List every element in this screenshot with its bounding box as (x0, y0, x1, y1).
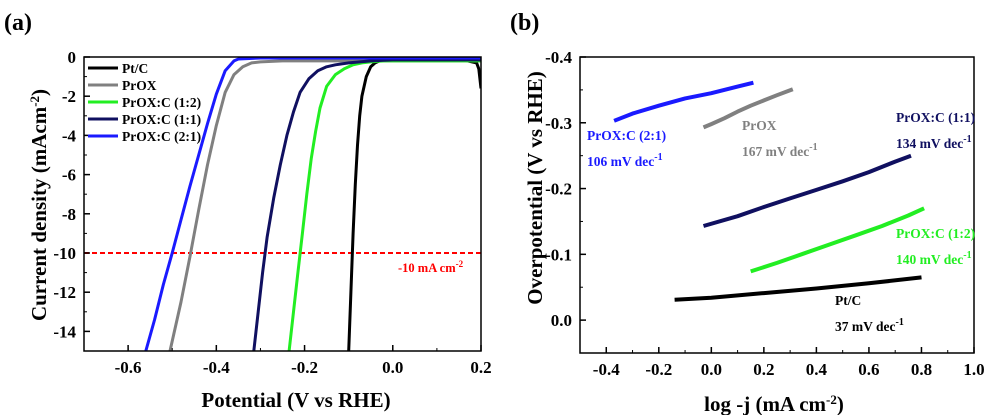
x-tick-label: 1.0 (963, 360, 984, 379)
reference-line-label: -10 mA cm-2 (398, 259, 464, 275)
y-tick-label: -0.1 (545, 245, 572, 264)
y-tick-label: -2 (62, 87, 76, 106)
legend-label-1: PrOX (122, 78, 157, 93)
y-tick-label: -8 (62, 205, 76, 224)
y-tick-label: -12 (53, 283, 76, 302)
chart-a-frame (83, 56, 482, 352)
y-tick-label: 0 (68, 48, 77, 67)
chart-b-x-axis-title: log -j (mA cm-2) (704, 392, 844, 415)
tafel-slope-text-3: 140 mV dec (896, 252, 963, 267)
legend-label-3: PrOX:C (1:1) (122, 112, 201, 127)
y-tick-label: -4 (62, 126, 77, 145)
tafel-slope-4: 37 mV dec-1 (835, 317, 904, 334)
tafel-name-4: Pt/C (835, 293, 861, 308)
chart-b: -0.4 -0.2 0.0 0.2 0.4 0.6 0.8 1.0 -0.4 -0.3 -0.2 -0… (545, 48, 985, 379)
x-tick-label: -0.2 (645, 360, 672, 379)
chart-a: -10 mA cm-2-0.6 -0.4 -0.2 0.0 0.20-2-4-6-8-1… (53, 48, 491, 377)
y-tick-label: -0.4 (545, 48, 572, 67)
tafel-line-2 (702, 153, 912, 228)
tafel-line-4 (674, 275, 922, 302)
series-line-1 (168, 59, 481, 351)
tafel-slope-text-1: 167 mV dec (742, 144, 809, 159)
y-tick-label: -0.3 (545, 114, 572, 133)
x-tick-label: 0.0 (382, 358, 403, 377)
y-tick-label: -6 (62, 166, 76, 185)
series-line-3 (252, 58, 481, 351)
x-tick-label: -0.2 (291, 358, 318, 377)
x-tick-label: 0.8 (911, 360, 932, 379)
tafel-slope-text-2: 134 mV dec (896, 136, 963, 151)
tafel-slope-2: 134 mV dec-1 (896, 134, 972, 151)
x-tick-label: 0.2 (470, 358, 491, 377)
chart-b-frame (579, 56, 975, 354)
x-tick-label: 0.2 (753, 360, 774, 379)
x-tick-label: 0.4 (806, 360, 828, 379)
tafel-line-0 (613, 80, 754, 123)
reference-line-label-sup: -2 (456, 259, 464, 269)
tafel-name-2: PrOX:C (1:1) (896, 110, 975, 125)
series-line-2 (287, 59, 481, 351)
tafel-slope-text-4: 37 mV dec (835, 319, 896, 334)
series-line-4 (144, 57, 481, 351)
x-tick-label: -0.6 (115, 358, 142, 377)
y-tick-label: 0.0 (551, 311, 572, 330)
x-tick-label: -0.4 (593, 360, 620, 379)
legend-label-4: PrOX:C (2:1) (122, 129, 201, 144)
legend-label-2: PrOX:C (1:2) (122, 95, 201, 110)
tafel-name-1: PrOX (742, 118, 777, 133)
x-tick-label: 0.0 (701, 360, 722, 379)
chart-a-curves (144, 57, 481, 351)
tafel-line-3 (750, 206, 925, 274)
panel-a-label: (a) (4, 10, 32, 36)
tafel-slope-sup-1: -1 (809, 142, 817, 153)
tafel-slope-text-0: 106 mV dec (587, 154, 654, 169)
reference-line-label-text: -10 mA cm (398, 261, 456, 275)
tafel-slope-sup-2: -1 (963, 134, 971, 145)
chart-b-y-axis-title: Overpotential (V vs RHE) (523, 71, 547, 305)
tafel-name-0: PrOX:C (2:1) (587, 128, 666, 143)
panel-b-label: (b) (510, 10, 539, 36)
tafel-slope-1: 167 mV dec-1 (742, 142, 818, 159)
tafel-slope-3: 140 mV dec-1 (896, 250, 972, 267)
tafel-slope-sup-3: -1 (963, 250, 971, 261)
y-tick-label: -0.2 (545, 180, 572, 199)
tafel-name-3: PrOX:C (1:2) (896, 226, 975, 241)
tafel-slope-0: 106 mV dec-1 (587, 152, 663, 169)
legend-label-0: Pt/C (122, 61, 148, 76)
chart-a-y-axis-title: Current density (mAcm-2) (27, 89, 51, 321)
y-tick-label: -14 (53, 322, 76, 341)
x-tick-label: -0.4 (203, 358, 230, 377)
tafel-slope-sup-4: -1 (896, 317, 904, 328)
tafel-line-1 (702, 87, 794, 130)
series-line-0 (347, 57, 481, 351)
x-tick-label: 0.6 (858, 360, 879, 379)
y-tick-label: -10 (53, 244, 76, 263)
chart-a-x-axis-title: Potential (V vs RHE) (201, 388, 390, 412)
tafel-slope-sup-0: -1 (654, 152, 662, 163)
